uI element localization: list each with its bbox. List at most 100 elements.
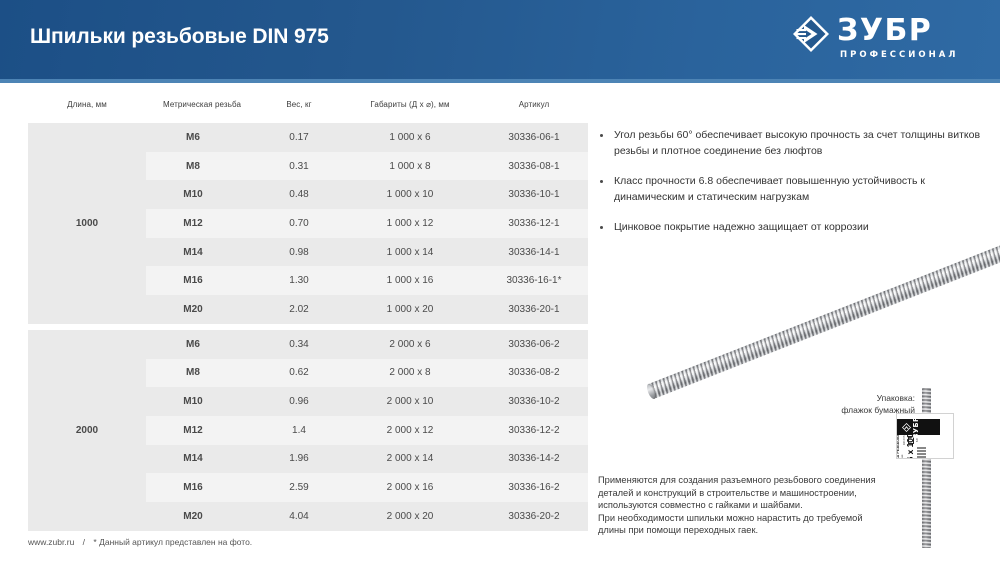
zubr-diamond-arrow-icon — [793, 16, 829, 52]
cell-article: 30336-20-1 — [480, 295, 588, 324]
table-row: M14 0.98 1 000 x 14 30336-14-1 — [28, 237, 588, 267]
cell-weight: 1.30 — [258, 266, 340, 296]
table-group-gap — [28, 323, 588, 330]
flag-label-brand: ЗУБР — [912, 416, 920, 439]
cell-dims: 1 000 x 16 — [340, 266, 480, 296]
footer: www.zubr.ru / * Данный артикул представл… — [28, 537, 252, 547]
flag-label-brand-column: ЗУБР — [897, 417, 940, 438]
flag-label-subtitle: оцинкованная — [900, 446, 904, 458]
footer-note: * Данный артикул представлен на фото. — [93, 537, 253, 547]
cell-dims: 1 000 x 10 — [340, 180, 480, 210]
cell-thread: M6 — [146, 123, 258, 152]
bullet-dot-icon — [600, 180, 603, 183]
feature-item-1: Угол резьбы 60° обеспечивает высокую про… — [598, 128, 990, 159]
packaging-flag-label: ШПИЛЬКА РЕЗЬБОВАЯ оцинкованная M16 x 100… — [896, 413, 954, 459]
table-header-row: Длина, мм Метрическая резьба Вес, кг Габ… — [28, 100, 588, 123]
feature-item-2: Класс прочности 6.8 обеспечивает повышен… — [598, 174, 990, 205]
packaging-caption-line2: флажок бумажный — [841, 404, 915, 415]
cell-article: 30336-20-2 — [480, 501, 588, 531]
description-block: Применяются для создания разъемного резь… — [598, 474, 928, 537]
cell-dims: 2 000 x 12 — [340, 415, 480, 445]
table-row: M8 0.62 2 000 x 8 30336-08-2 — [28, 358, 588, 388]
feature-list: Угол резьбы 60° обеспечивает высокую про… — [598, 128, 990, 251]
feature-text-3: Цинковое покрытие надежно защищает от ко… — [614, 221, 869, 233]
cell-thread: M10 — [146, 387, 258, 416]
feature-item-3: Цинковое покрытие надежно защищает от ко… — [598, 220, 990, 236]
cell-article: 30336-14-1 — [480, 237, 588, 267]
cell-dims: 2 000 x 6 — [340, 329, 480, 359]
table-row: M20 4.04 2 000 x 20 30336-20-2 — [28, 501, 588, 531]
table-row: M14 1.96 2 000 x 14 30336-14-2 — [28, 444, 588, 474]
table-row: M10 0.96 2 000 x 10 30336-10-2 — [28, 387, 588, 416]
bullet-dot-icon — [600, 134, 603, 137]
header-underline — [0, 79, 1000, 83]
cell-weight: 0.48 — [258, 180, 340, 210]
col-header-length: Длина, мм — [28, 100, 146, 123]
packaging-caption: Упаковка: флажок бумажный — [790, 393, 915, 416]
cell-dims: 1 000 x 12 — [340, 209, 480, 238]
description-line-4: При необходимости шпильки можно нарастит… — [598, 512, 863, 523]
cell-thread: M8 — [146, 358, 258, 388]
description-line-5: длины при помощи переходных гаек. — [598, 525, 759, 536]
cell-article: 30336-16-2 — [480, 473, 588, 502]
cell-dims: 2 000 x 16 — [340, 473, 480, 502]
table-row: M8 0.31 1 000 x 8 30336-08-1 — [28, 151, 588, 181]
flag-label-text-column: ШПИЛЬКА РЕЗЬБОВАЯ оцинкованная M16 x 100… — [897, 429, 940, 458]
cell-article: 30336-10-2 — [480, 387, 588, 416]
bullet-dot-icon — [600, 226, 603, 229]
col-header-article: Артикул — [480, 100, 588, 123]
cell-length-group: 1000 — [28, 123, 146, 324]
cell-dims: 2 000 x 20 — [340, 501, 480, 531]
table-head: Длина, мм Метрическая резьба Вес, кг Габ… — [28, 100, 588, 123]
cell-article: 30336-10-1 — [480, 180, 588, 210]
page-header: Шпильки резьбовые DIN 975 ЗУБР ПРОФЕССИО… — [0, 0, 1000, 79]
brand-wordmark: ЗУБР — [837, 13, 933, 48]
cell-dims: 1 000 x 20 — [340, 295, 480, 324]
table-row: M16 2.59 2 000 x 16 30336-16-2 — [28, 473, 588, 502]
cell-thread: M12 — [146, 415, 258, 445]
feature-text-2: Класс прочности 6.8 обеспечивает повышен… — [614, 175, 925, 203]
specification-table: Длина, мм Метрическая резьба Вес, кг Габ… — [28, 100, 588, 531]
cell-weight: 0.70 — [258, 209, 340, 238]
table-row: M16 1.30 1 000 x 16 30336-16-1* — [28, 266, 588, 296]
page-title: Шпильки резьбовые DIN 975 — [30, 25, 329, 48]
flag-label-standard: DIN 975 — [903, 435, 906, 445]
cell-article: 30336-16-1* — [480, 266, 588, 296]
cell-thread: M6 — [146, 329, 258, 359]
cell-weight: 0.98 — [258, 237, 340, 267]
cell-thread: M14 — [146, 237, 258, 267]
zubr-diamond-arrow-icon — [902, 422, 911, 432]
table-row: 2000 M6 0.34 2 000 x 6 30336-06-2 — [28, 329, 588, 531]
description-line-3: используются совместно с гайками и шайба… — [598, 500, 803, 511]
cell-weight: 2.02 — [258, 295, 340, 324]
table-row: M12 1.4 2 000 x 12 30336-12-2 — [28, 415, 588, 445]
table-row: M12 0.70 1 000 x 12 30336-12-1 — [28, 209, 588, 238]
cell-length-group: 2000 — [28, 329, 146, 531]
cell-article: 30336-14-2 — [480, 444, 588, 474]
cell-thread: M10 — [146, 180, 258, 210]
zubr-logo: ЗУБР ПРОФЕССИОНАЛ — [793, 14, 973, 68]
table-row: M10 0.48 1 000 x 10 30336-10-1 — [28, 180, 588, 210]
table-row: 1000 M6 0.17 1 000 x 6 30336-06-1 — [28, 123, 588, 324]
cell-article: 30336-12-2 — [480, 415, 588, 445]
cell-dims: 2 000 x 14 — [340, 444, 480, 474]
col-header-dims: Габариты (Д x ⌀), мм — [340, 100, 480, 123]
cell-thread: M20 — [146, 501, 258, 531]
footer-separator: / — [82, 537, 86, 547]
barcode-icon — [917, 447, 926, 458]
packaging-caption-line1: Упаковка: — [876, 393, 915, 403]
cell-weight: 1.4 — [258, 415, 340, 445]
col-header-thread: Метрическая резьба — [146, 100, 258, 123]
cell-weight: 0.62 — [258, 358, 340, 388]
cell-article: 30336-08-2 — [480, 358, 588, 388]
footer-website[interactable]: www.zubr.ru — [28, 537, 75, 547]
cell-weight: 0.96 — [258, 387, 340, 416]
packaging-rod-image — [922, 388, 931, 548]
cell-weight: 4.04 — [258, 501, 340, 531]
cell-thread: M20 — [146, 295, 258, 324]
col-header-weight: Вес, кг — [258, 100, 340, 123]
cell-dims: 1 000 x 8 — [340, 151, 480, 181]
flag-label-grade: 6.8 — [916, 438, 919, 443]
cell-article: 30336-08-1 — [480, 151, 588, 181]
